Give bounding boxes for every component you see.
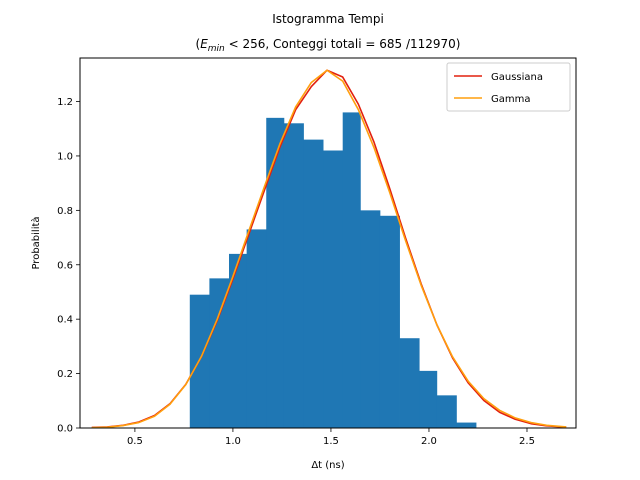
x-tick-label: 1.0 — [225, 436, 241, 447]
y-axis-label: Probabilità — [30, 216, 42, 269]
histogram-bar-14 — [436, 395, 457, 428]
histogram-bar-4 — [246, 229, 267, 428]
histogram-bar-12 — [399, 338, 420, 428]
histogram-bar-1 — [189, 294, 210, 428]
histogram-bar-13 — [419, 370, 438, 428]
x-tick-label: 0.5 — [127, 436, 143, 447]
plot-frame — [79, 57, 577, 429]
y-tick-label: 0.6 — [57, 260, 73, 271]
histogram-bar-3 — [229, 253, 248, 428]
chart-subtitle: (Emin < 256, Conteggi totali = 685 /1129… — [196, 37, 461, 54]
histogram-bar-2 — [209, 278, 230, 428]
legend-box — [446, 62, 571, 112]
subtitle-rest: < 256, Conteggi totali = 685 /112970) — [225, 37, 461, 51]
histogram-bar-8 — [323, 150, 344, 428]
x-axis-ticks: 0.5 1.0 1.5 2.0 2.5 — [127, 428, 535, 447]
subtitle-var-sub: min — [208, 44, 225, 54]
y-tick-label: 0.0 — [57, 424, 73, 435]
histogram-bar-6 — [283, 123, 304, 428]
histogram-bar-7 — [303, 139, 324, 428]
subtitle-open: ( — [196, 37, 201, 51]
y-tick-label: 0.2 — [57, 369, 73, 380]
x-tick-label: 2.0 — [421, 436, 437, 447]
subtitle-var-main: E — [200, 37, 208, 51]
x-axis-label: Δt (ns) — [311, 460, 344, 471]
y-tick-label: 1.0 — [57, 151, 73, 162]
legend: Gaussiana Gamma — [446, 62, 571, 112]
legend-label-gaussiana: Gaussiana — [491, 72, 543, 83]
histogram-bar-15 — [456, 422, 477, 428]
histogram-bar-9 — [342, 112, 361, 428]
legend-label-gamma: Gamma — [491, 94, 531, 105]
fit-curves — [91, 69, 567, 429]
histogram-bars — [189, 112, 477, 428]
histogram-bar-11 — [379, 215, 400, 428]
y-axis-ticks: 0.0 0.2 0.4 0.6 0.8 1.0 1.2 — [57, 97, 80, 435]
x-tick-label: 1.5 — [323, 436, 339, 447]
y-tick-label: 0.4 — [57, 315, 73, 326]
histogram-bar-5 — [266, 117, 285, 428]
curve-gamma — [91, 69, 567, 429]
x-tick-label: 2.5 — [519, 436, 535, 447]
y-tick-label: 1.2 — [57, 97, 73, 108]
chart-title: Istogramma Tempi — [272, 12, 384, 26]
y-tick-label: 0.8 — [57, 206, 73, 217]
histogram-bar-10 — [360, 210, 381, 428]
